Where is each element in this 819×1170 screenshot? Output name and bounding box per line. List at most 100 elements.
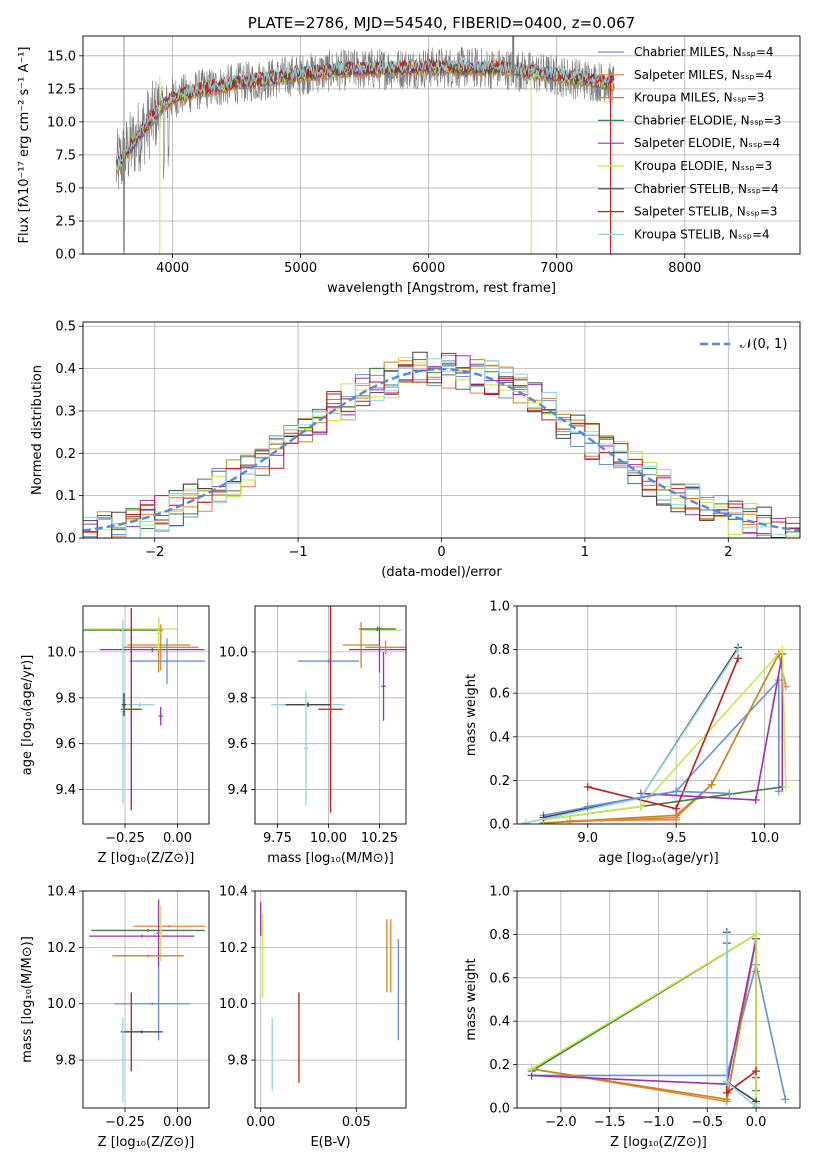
weight-line-kroupa_elodie (531, 932, 757, 1104)
model-line-salpeter_elodie (115, 61, 615, 171)
weight-line-chabrier_elodie (531, 932, 757, 1091)
legend-label-salpeter_miles: Salpeter MILES, Nₛₛₚ=4 (634, 68, 772, 82)
x-tick-label: 0 (437, 545, 445, 560)
plus-marker (722, 1077, 731, 1086)
x-tick-label: 2 (724, 545, 732, 560)
x-tick-label: 6000 (412, 261, 445, 276)
y-tick-label: 1.0 (489, 600, 510, 615)
axes-frame (82, 35, 801, 255)
plus-marker (722, 930, 731, 939)
plus-marker (583, 782, 592, 791)
errorbar-point (122, 624, 199, 671)
chart-residuals: −2 −1 0 1 2 0.0 0.1 0.2 0.3 0.4 0.5 (data-model)/er… (30, 320, 801, 580)
plus-marker (566, 816, 575, 824)
x-tick-label: 9.0 (577, 831, 598, 846)
plus-marker (734, 645, 743, 654)
x-axis-label: Z [log₁₀(Z/Z⊙)] (98, 851, 195, 866)
y-tick-label: 9.8 (227, 691, 248, 706)
x-tick-label: 9.5 (666, 831, 687, 846)
plus-marker (539, 813, 548, 822)
chart-spectrum: 4000 5000 6000 7000 8000 0.0 2.5 5.0 7.5 10.0 12.5… (17, 14, 801, 296)
plus-marker (583, 802, 592, 811)
y-tick-label: 0.1 (55, 489, 76, 504)
errorbar-point (365, 640, 406, 655)
legend-label-kroupa_miles: Kroupa MILES, Nₛₛₚ=3 (634, 91, 764, 105)
errorbar-point (303, 690, 309, 806)
y-tick-label: 10.0 (47, 645, 76, 660)
plus-marker (672, 815, 681, 824)
plus-marker (781, 782, 790, 791)
y-tick-label: 9.8 (227, 1054, 248, 1069)
plus-marker (636, 802, 645, 811)
errorbar-point (129, 638, 205, 685)
gaussian-curve (83, 367, 800, 532)
plus-marker (722, 1088, 731, 1097)
hist-step-kroupa_stelib (83, 358, 800, 538)
plus-marker (751, 796, 760, 805)
plot-area (271, 606, 406, 813)
y-tick-label: 5.0 (55, 181, 76, 196)
y-tick-label: 15.0 (47, 49, 76, 64)
y-tick-label: 10.4 (47, 885, 76, 900)
y-axis-label: Flux [fλ10⁻¹⁷ erg cm⁻² s⁻¹ A⁻¹] (17, 47, 32, 244)
y-tick-label: 0.2 (55, 447, 76, 462)
legend-label-gaussian: 𝒩(0, 1) (740, 337, 787, 352)
legend-label-salpeter_elodie: Salpeter ELODIE, Nₛₛₚ=4 (634, 136, 780, 150)
y-tick-label: 0.0 (489, 1102, 510, 1117)
axes-frame (82, 321, 801, 539)
chart-weight_vs_age: 9.0 9.5 10.0 0.0 0.2 0.4 0.6 0.8 1.0 age [log₁₀(a… (464, 600, 801, 866)
plus-marker (778, 645, 787, 654)
errorbar-point (158, 706, 163, 726)
weight-line-salpeter_miles (570, 818, 677, 822)
legend-label-kroupa_elodie: Kroupa ELODIE, Nₛₛₚ=3 (634, 159, 772, 173)
plot-area (83, 608, 205, 811)
y-tick-label: 10.0 (47, 115, 76, 130)
plus-marker (672, 787, 681, 796)
axes-frame (254, 605, 407, 825)
legend-label-chabrier_elodie: Chabrier ELODIE, Nₛₛₚ=3 (634, 113, 781, 127)
y-tick-label: 9.8 (55, 1054, 76, 1069)
y-tick-label: 10.4 (219, 885, 248, 900)
model-line-kroupa_stelib (115, 57, 615, 171)
y-tick-label: 0.8 (489, 643, 510, 658)
legend-label-chabrier_miles: Chabrier MILES, Nₛₛₚ=4 (634, 45, 774, 59)
axes-frame (82, 890, 210, 1109)
plot-area (260, 902, 400, 1092)
plus-marker (707, 780, 716, 789)
x-tick-label: 10.0 (750, 831, 779, 846)
plus-marker (781, 1095, 790, 1104)
y-axis-label: mass weight (464, 958, 479, 1040)
x-axis-label: E(B-V) (310, 1135, 350, 1150)
y-tick-label: 9.4 (227, 783, 248, 798)
y-tick-label: 0.4 (489, 730, 510, 745)
legend: 𝒩(0, 1) (700, 337, 787, 352)
plus-marker (752, 1102, 761, 1108)
x-tick-label: 10.25 (361, 831, 398, 846)
axes-frame (516, 890, 801, 1109)
weight-line-salpeter_elodie (531, 938, 757, 1085)
y-axis-label: mass weight (464, 674, 479, 756)
chart-title: PLATE=2786, MJD=54540, FIBERID=0400, z=0… (248, 14, 635, 32)
axes-frame (82, 605, 210, 825)
legend: Chabrier MILES, Nₛₛₚ=4 Salpeter MILES, Nₛ… (598, 45, 781, 241)
y-tick-label: 0.5 (55, 320, 76, 335)
chart-weight_vs_z: −2.0 −1.5 −1.0 −0.5 0.0 0.0 0.2 0.4 0.6 0.8 1.0 Z [… (464, 885, 801, 1150)
chart-age_vs_mass: 9.75 10.00 10.25 9.4 9.6 9.8 10.0 mass [log₁₀(M… (219, 605, 407, 866)
legend-label-kroupa_stelib: Kroupa STELIB, Nₛₛₚ=4 (634, 227, 770, 241)
plot-area (521, 643, 790, 824)
y-tick-label: 0.2 (489, 1058, 510, 1073)
axes-frame (516, 605, 801, 825)
y-axis-label: age [log₁₀(age/yr)] (20, 655, 35, 776)
errorbar-point (91, 929, 205, 932)
x-axis-label: wavelength [Angstrom, rest frame] (327, 281, 556, 296)
y-tick-label: 10.2 (47, 941, 76, 956)
plus-marker (752, 930, 761, 939)
errorbar-point (120, 1030, 163, 1034)
plus-marker (527, 1064, 536, 1073)
y-tick-label: 0.8 (489, 928, 510, 943)
errorbar-point (120, 1017, 125, 1103)
x-tick-label: 5000 (284, 261, 317, 276)
plot-area (89, 899, 205, 1103)
errorbar-point (99, 647, 205, 652)
